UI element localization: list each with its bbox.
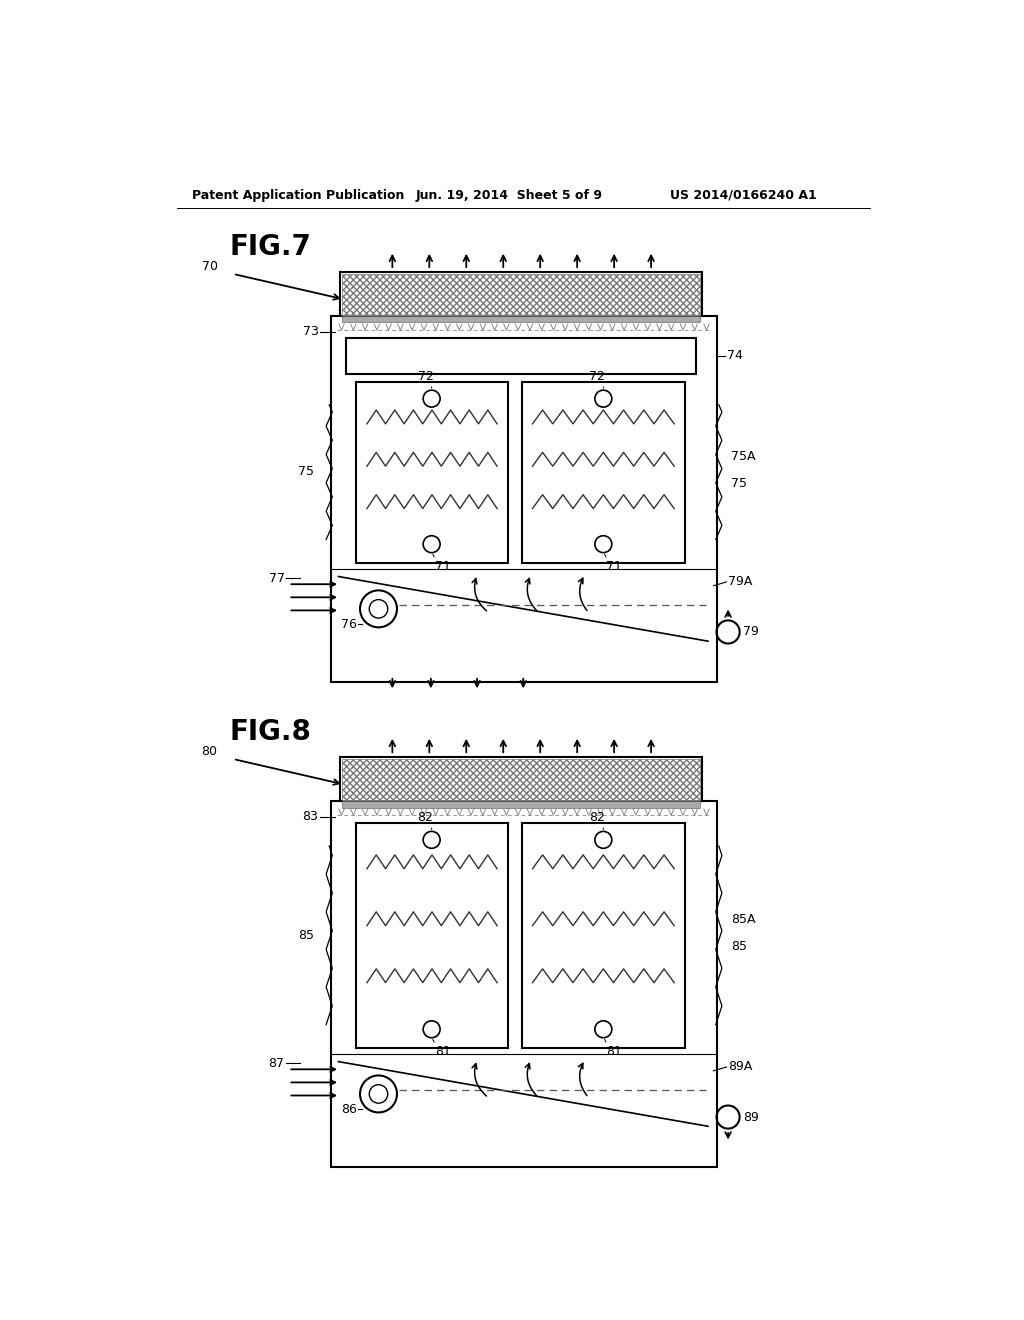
Text: 75: 75 <box>731 477 748 490</box>
Bar <box>521 822 685 1048</box>
Text: 72: 72 <box>589 370 605 383</box>
Text: 79: 79 <box>742 626 759 639</box>
Text: 82: 82 <box>418 812 433 825</box>
Text: 87: 87 <box>268 1056 285 1069</box>
Bar <box>356 381 508 562</box>
Text: 76: 76 <box>341 618 357 631</box>
Text: 70: 70 <box>202 260 217 273</box>
Text: FIG.7: FIG.7 <box>229 234 311 261</box>
Text: US 2014/0166240 A1: US 2014/0166240 A1 <box>670 189 816 202</box>
Text: 72: 72 <box>418 370 433 383</box>
Text: 79A: 79A <box>728 576 753 589</box>
Text: 80: 80 <box>202 744 217 758</box>
Text: 83: 83 <box>302 810 318 824</box>
Bar <box>342 759 700 800</box>
Text: 85: 85 <box>298 929 313 942</box>
Text: 82: 82 <box>589 812 605 825</box>
Text: 81: 81 <box>606 1044 623 1057</box>
Text: 73: 73 <box>302 325 318 338</box>
Text: 85A: 85A <box>731 913 756 927</box>
Bar <box>356 822 508 1048</box>
Bar <box>340 758 701 801</box>
Bar <box>342 801 700 808</box>
Bar <box>342 317 700 322</box>
Text: 75A: 75A <box>731 450 756 463</box>
Text: Jun. 19, 2014  Sheet 5 of 9: Jun. 19, 2014 Sheet 5 of 9 <box>416 189 602 202</box>
Text: FIG.8: FIG.8 <box>229 718 311 746</box>
Text: 85: 85 <box>731 940 748 953</box>
Text: 71: 71 <box>435 560 451 573</box>
Bar <box>331 317 717 682</box>
Text: 86: 86 <box>341 1102 357 1115</box>
Text: 89: 89 <box>742 1110 759 1123</box>
Bar <box>342 275 700 314</box>
Text: 74: 74 <box>727 348 742 362</box>
Bar <box>346 338 695 374</box>
Text: 71: 71 <box>606 560 623 573</box>
Text: 89A: 89A <box>728 1060 753 1073</box>
Text: Patent Application Publication: Patent Application Publication <box>193 189 404 202</box>
Text: 75: 75 <box>298 465 313 478</box>
Bar <box>521 381 685 562</box>
Bar <box>331 801 717 1167</box>
Text: 81: 81 <box>435 1044 451 1057</box>
Text: 77: 77 <box>268 572 285 585</box>
Bar <box>340 272 701 317</box>
